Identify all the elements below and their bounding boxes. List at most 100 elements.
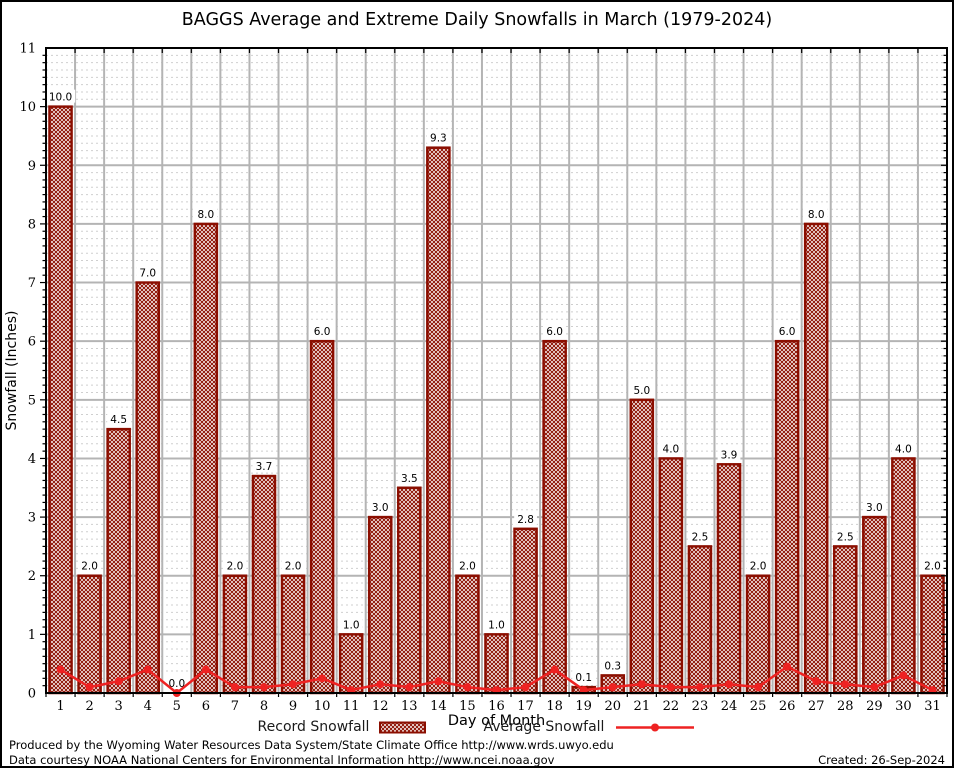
record-snowfall-bars — [48, 105, 945, 695]
y-tick-label: 10 — [19, 100, 36, 115]
average-point — [143, 665, 152, 674]
footer-data-courtesy: Data courtesy NOAA National Centers for … — [9, 753, 555, 767]
bar-value-label: 0.3 — [604, 660, 621, 672]
record-bar — [891, 457, 916, 695]
y-tick-label: 6 — [28, 335, 36, 350]
x-tick-label: 6 — [202, 699, 210, 714]
bar-value-label: 6.0 — [546, 326, 563, 338]
chart-legend: Record Snowfall Average Snowfall — [2, 719, 952, 735]
record-bar — [832, 545, 858, 695]
record-bar — [513, 527, 538, 695]
average-point — [230, 683, 239, 692]
bar-value-label: 2.5 — [837, 531, 854, 543]
x-tick-label: 1 — [56, 699, 64, 714]
x-tick-label: 13 — [401, 699, 418, 714]
y-tick-label: 8 — [28, 217, 36, 232]
average-point — [666, 683, 675, 692]
x-tick-label: 24 — [721, 699, 738, 714]
record-snowfall-swatch-icon — [379, 721, 427, 733]
bar-value-label: 7.0 — [139, 268, 156, 280]
bar-value-label: 2.0 — [750, 561, 767, 573]
record-bar — [803, 222, 829, 695]
record-bar — [629, 398, 655, 695]
average-point — [754, 683, 763, 692]
average-point — [85, 683, 94, 692]
average-point — [637, 680, 646, 689]
average-point — [812, 677, 821, 686]
footer-produced-by: Produced by the Wyoming Water Resources … — [9, 738, 614, 752]
x-tick-label: 9 — [289, 699, 297, 714]
x-tick-label: 19 — [575, 699, 592, 714]
x-axis-title: Day of Month — [448, 713, 545, 729]
bar-value-label: 4.0 — [663, 443, 680, 455]
x-axis-tick-labels: 1 2 3 4 5 6 7 8 9 10 11 12 13 14 15 16 17 18 19 20 21 22 23 24 2… — [56, 699, 940, 714]
record-bar — [745, 574, 771, 695]
y-tick-label: 0 — [28, 687, 36, 702]
x-tick-label: 26 — [779, 699, 796, 714]
average-point — [521, 683, 530, 692]
record-bar — [687, 545, 713, 695]
record-bar — [862, 515, 887, 695]
bar-value-label: 9.3 — [430, 133, 447, 145]
average-point — [56, 665, 65, 674]
record-bar — [135, 281, 161, 695]
record-bar — [251, 474, 277, 695]
average-point — [434, 677, 443, 686]
record-bar — [106, 427, 131, 695]
record-bar — [484, 633, 509, 695]
y-tick-label: 9 — [28, 159, 36, 174]
x-tick-label: 31 — [924, 699, 941, 714]
record-bar — [455, 574, 480, 695]
record-bar — [367, 515, 393, 695]
axis-ticks — [40, 48, 948, 697]
average-point — [695, 683, 704, 692]
record-bar — [48, 105, 73, 695]
record-bar — [309, 339, 335, 695]
x-tick-label: 25 — [750, 699, 767, 714]
bar-value-label: 8.0 — [808, 209, 825, 221]
bar-value-label: 1.0 — [488, 619, 505, 631]
x-tick-label: 3 — [115, 699, 123, 714]
average-point — [376, 680, 385, 689]
average-snowfall-swatch-icon — [616, 723, 695, 731]
record-bar — [920, 574, 945, 695]
bar-value-label: 3.0 — [372, 502, 389, 514]
average-point — [608, 683, 617, 692]
bar-value-label: 1.0 — [343, 619, 360, 631]
x-tick-label: 20 — [604, 699, 621, 714]
bar-value-label: 3.7 — [256, 461, 273, 473]
record-bar — [774, 339, 800, 695]
x-tick-label: 4 — [144, 699, 152, 714]
bar-value-label: 10.0 — [49, 92, 72, 104]
bar-value-label: 4.0 — [895, 443, 912, 455]
average-point — [114, 677, 123, 686]
average-point — [201, 665, 210, 674]
average-point — [725, 680, 734, 689]
bar-value-label: 0.0 — [168, 678, 185, 690]
x-tick-label: 2 — [85, 699, 93, 714]
bar-value-label: 2.0 — [459, 561, 476, 573]
bar-value-label: 3.9 — [721, 449, 738, 461]
average-point — [783, 662, 792, 671]
x-tick-label: 28 — [837, 699, 854, 714]
legend-average-snowfall-label: Average Snowfall — [483, 719, 605, 735]
record-bar — [77, 574, 102, 695]
y-axis-title: Snowfall (Inches) — [4, 311, 20, 431]
bar-value-label: 2.0 — [81, 561, 98, 573]
x-tick-label: 14 — [430, 699, 447, 714]
x-tick-label: 16 — [488, 699, 505, 714]
bar-value-label: 2.0 — [227, 561, 244, 573]
legend-record-snowfall-label: Record Snowfall — [257, 719, 370, 735]
y-tick-label: 5 — [28, 393, 36, 408]
footer-created-date: Created: 26-Sep-2024 — [818, 753, 945, 767]
y-tick-label: 4 — [28, 452, 36, 467]
record-bar — [542, 339, 567, 695]
x-tick-label: 30 — [895, 699, 912, 714]
chart-title: BAGGS Average and Extreme Daily Snowfall… — [181, 10, 773, 30]
x-tick-label: 23 — [692, 699, 709, 714]
average-point — [870, 683, 879, 692]
x-tick-label: 11 — [343, 699, 360, 714]
footer-second-row: Data courtesy NOAA National Centers for … — [9, 753, 945, 767]
